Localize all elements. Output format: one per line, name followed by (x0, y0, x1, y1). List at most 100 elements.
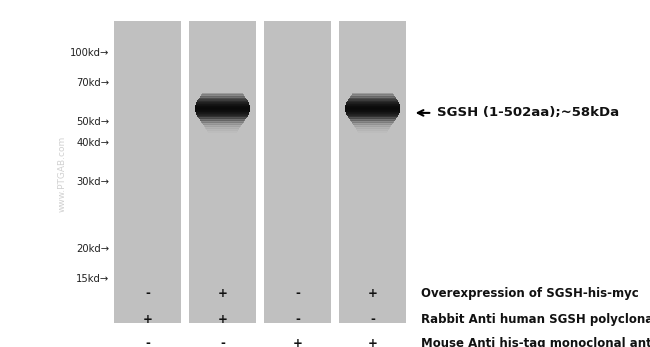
Bar (358, 132, 387, 133)
Bar (350, 95, 395, 96)
Text: 20kd→: 20kd→ (76, 244, 109, 254)
Bar (202, 94, 244, 95)
Bar (197, 101, 248, 102)
Bar (347, 115, 398, 116)
Bar (198, 117, 247, 118)
Bar (348, 116, 398, 117)
Bar (331, 21, 339, 323)
Bar (345, 106, 400, 107)
Text: Overexpression of SGSH-his-myc: Overexpression of SGSH-his-myc (421, 287, 639, 300)
Bar (348, 100, 397, 101)
Bar (346, 111, 400, 112)
Bar (347, 115, 398, 116)
Bar (196, 103, 249, 104)
Bar (352, 123, 393, 124)
Bar (198, 100, 247, 101)
Text: -: - (295, 313, 300, 326)
Bar (356, 128, 389, 129)
Bar (347, 101, 398, 102)
Bar (195, 108, 250, 109)
Text: -: - (145, 337, 150, 347)
Bar (195, 107, 250, 108)
Text: 100kd→: 100kd→ (70, 48, 109, 58)
Bar (196, 114, 248, 115)
Bar (350, 119, 396, 120)
Bar (352, 94, 393, 95)
Bar (207, 129, 239, 130)
Bar (352, 93, 393, 94)
Bar (195, 105, 250, 107)
Bar (201, 121, 244, 122)
Bar (196, 113, 249, 114)
Bar (197, 115, 248, 116)
Bar (195, 109, 250, 110)
Bar (199, 98, 246, 99)
Bar (195, 109, 250, 110)
Bar (200, 120, 244, 121)
Bar (205, 127, 240, 128)
Bar (349, 118, 396, 119)
Bar (199, 118, 246, 119)
Bar (202, 93, 242, 94)
Bar (346, 112, 399, 113)
Bar (348, 117, 397, 118)
Text: -: - (370, 313, 375, 326)
Bar (195, 110, 250, 111)
Text: +: + (292, 337, 302, 347)
Bar (205, 126, 240, 127)
Bar (357, 130, 388, 131)
Text: SGSH (1-502aa);~58kDa: SGSH (1-502aa);~58kDa (437, 107, 619, 119)
Text: +: + (142, 313, 152, 326)
Bar (339, 21, 406, 323)
Bar (349, 98, 396, 99)
Bar (203, 124, 242, 125)
Bar (188, 21, 256, 323)
Bar (195, 106, 250, 107)
Bar (197, 101, 248, 102)
Bar (200, 120, 245, 121)
Bar (352, 122, 393, 124)
Bar (346, 103, 399, 104)
Bar (350, 96, 395, 97)
Bar (345, 107, 400, 108)
Text: 30kd→: 30kd→ (76, 177, 109, 187)
Text: 15kd→: 15kd→ (76, 274, 109, 284)
Bar (352, 122, 394, 123)
Bar (198, 117, 247, 118)
Bar (346, 114, 398, 115)
Bar (345, 109, 400, 110)
Bar (196, 103, 249, 104)
Text: +: + (218, 313, 227, 326)
Text: +: + (368, 287, 378, 300)
Bar (205, 128, 239, 129)
Text: -: - (295, 287, 300, 300)
Bar (198, 100, 248, 101)
Bar (354, 125, 391, 126)
Bar (200, 95, 244, 96)
Bar (346, 102, 398, 103)
Bar (199, 118, 246, 119)
Bar (350, 120, 395, 121)
Bar (350, 97, 396, 98)
Text: 70kd→: 70kd→ (76, 78, 109, 88)
Text: -: - (220, 337, 225, 347)
Bar (264, 21, 332, 323)
Text: Rabbit Anti human SGSH polyclonal antibody: Rabbit Anti human SGSH polyclonal antibo… (421, 313, 650, 326)
Text: 50kd→: 50kd→ (76, 117, 109, 127)
Bar (357, 129, 389, 130)
Bar (200, 96, 245, 97)
Bar (358, 131, 388, 132)
Bar (256, 21, 264, 323)
Bar (345, 107, 400, 108)
Bar (202, 122, 243, 124)
Bar (355, 127, 390, 128)
Bar (346, 112, 400, 113)
Bar (196, 111, 250, 112)
Bar (347, 101, 398, 102)
Bar (345, 109, 400, 110)
Bar (198, 99, 247, 100)
Text: +: + (218, 287, 227, 300)
Bar (202, 94, 243, 95)
Bar (200, 97, 246, 98)
Bar (351, 121, 394, 122)
